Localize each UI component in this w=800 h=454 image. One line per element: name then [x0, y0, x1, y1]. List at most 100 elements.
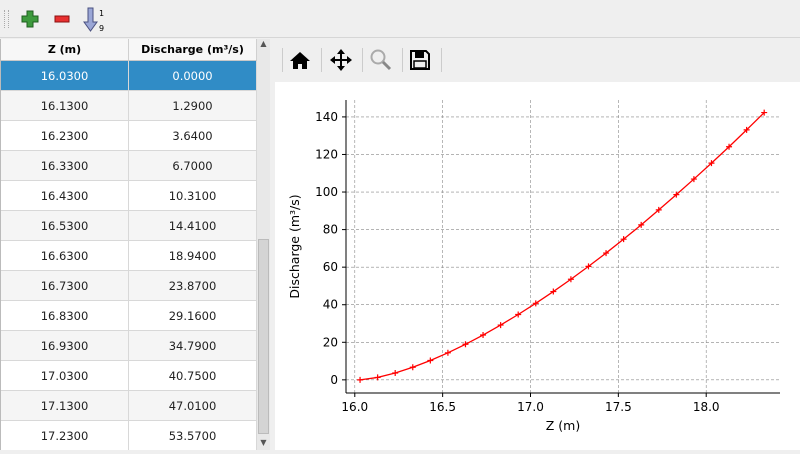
table-row[interactable]: 16.0300 0.0000	[1, 61, 257, 91]
z-cell[interactable]: 16.0300	[1, 61, 129, 90]
remove-row-button[interactable]	[49, 6, 75, 30]
scroll-up-arrow[interactable]: ▲	[260, 39, 267, 48]
y-tick-label: 40	[323, 298, 338, 312]
table-row[interactable]: 16.6300 18.9400	[1, 241, 257, 271]
data-point	[497, 322, 504, 329]
discharge-cell[interactable]: 1.2900	[129, 91, 257, 120]
discharge-cell[interactable]: 29.1600	[129, 301, 257, 330]
z-cell[interactable]: 16.1300	[1, 91, 129, 120]
column-header-discharge[interactable]: Discharge (m³/s)	[129, 39, 257, 60]
x-tick-label: 17.0	[517, 400, 544, 414]
table-row[interactable]: 17.2300 53.5700	[1, 421, 257, 450]
discharge-cell[interactable]: 3.6400	[129, 121, 257, 150]
table-row[interactable]: 16.3300 6.7000	[1, 151, 257, 181]
toolbar-grip[interactable]	[4, 10, 9, 28]
data-point	[462, 341, 469, 348]
data-point	[655, 206, 662, 213]
data-point	[532, 300, 539, 307]
home-icon	[290, 52, 310, 69]
data-point	[620, 236, 627, 243]
data-point	[673, 191, 680, 198]
table-scrollbar[interactable]: ▲ ▼	[257, 39, 270, 450]
scrollbar-thumb[interactable]	[258, 239, 269, 434]
zoom-icon	[370, 49, 392, 71]
data-point	[726, 143, 733, 150]
discharge-cell[interactable]: 34.7900	[129, 331, 257, 360]
table-row[interactable]: 16.5300 14.4100	[1, 211, 257, 241]
y-tick-label: 0	[330, 373, 338, 387]
save-button[interactable]	[405, 46, 435, 74]
discharge-cell[interactable]: 23.8700	[129, 271, 257, 300]
data-point	[761, 109, 768, 116]
discharge-cell[interactable]: 14.4100	[129, 211, 257, 240]
data-point	[427, 357, 434, 364]
table-row[interactable]: 16.4300 10.3100	[1, 181, 257, 211]
z-cell[interactable]: 17.2300	[1, 421, 129, 450]
x-tick-label: 18.0	[693, 400, 720, 414]
y-tick-label: 120	[315, 147, 338, 161]
series-line	[359, 112, 765, 381]
data-point	[708, 160, 715, 167]
discharge-cell[interactable]: 40.7500	[129, 361, 257, 390]
plot-canvas: 16.0 16.5 17.0 17.5 18.0 0 20 40 60 80 100 120 140 Z …	[275, 82, 800, 450]
z-cell[interactable]: 16.3300	[1, 151, 129, 180]
table-row[interactable]: 17.0300 40.7500	[1, 361, 257, 391]
data-point	[444, 349, 451, 356]
data-point	[743, 126, 750, 133]
x-tick-label: 17.5	[605, 400, 632, 414]
discharge-cell[interactable]: 6.7000	[129, 151, 257, 180]
pan-icon	[330, 49, 352, 71]
discharge-cell[interactable]: 18.9400	[129, 241, 257, 270]
discharge-table: Z (m) Discharge (m³/s) 16.0300 0.0000 16.1…	[0, 39, 257, 450]
table-row[interactable]: 16.1300 1.2900	[1, 91, 257, 121]
sort-ascending-icon: 19	[83, 7, 104, 33]
data-point	[392, 370, 399, 377]
table-row[interactable]: 16.9300 34.7900	[1, 331, 257, 361]
data-point	[357, 376, 364, 383]
pan-button[interactable]	[326, 46, 356, 74]
save-icon	[410, 50, 430, 70]
z-cell[interactable]: 17.1300	[1, 391, 129, 420]
z-cell[interactable]: 16.2300	[1, 121, 129, 150]
plot-toolbar	[275, 40, 800, 80]
table-row[interactable]: 16.8300 29.1600	[1, 301, 257, 331]
svg-text:1: 1	[99, 9, 104, 18]
data-point	[567, 276, 574, 283]
data-point	[550, 288, 557, 295]
y-tick-label: 80	[323, 223, 338, 237]
data-point	[480, 332, 487, 339]
y-axis-label: Discharge (m³/s)	[287, 194, 302, 298]
x-tick-label: 16.0	[341, 400, 368, 414]
table-row[interactable]: 17.1300 47.0100	[1, 391, 257, 421]
data-point	[690, 176, 697, 183]
discharge-cell[interactable]: 53.5700	[129, 421, 257, 450]
discharge-chart: 16.0 16.5 17.0 17.5 18.0 0 20 40 60 80 100 120 140 Z …	[287, 100, 780, 433]
scroll-down-arrow[interactable]: ▼	[260, 438, 267, 447]
data-point	[603, 250, 610, 257]
discharge-cell[interactable]: 10.3100	[129, 181, 257, 210]
z-cell[interactable]: 16.9300	[1, 331, 129, 360]
column-header-z[interactable]: Z (m)	[1, 39, 129, 60]
z-cell[interactable]: 16.7300	[1, 271, 129, 300]
z-cell[interactable]: 16.4300	[1, 181, 129, 210]
data-point	[585, 263, 592, 270]
data-point	[515, 311, 522, 318]
add-row-button[interactable]	[17, 6, 43, 30]
y-tick-label: 140	[315, 110, 338, 124]
table-header: Z (m) Discharge (m³/s)	[1, 39, 257, 61]
discharge-cell[interactable]: 47.0100	[129, 391, 257, 420]
table-row[interactable]: 16.7300 23.8700	[1, 271, 257, 301]
data-point	[409, 364, 416, 371]
discharge-cell[interactable]: 0.0000	[129, 61, 257, 90]
zoom-button[interactable]	[366, 46, 396, 74]
z-cell[interactable]: 17.0300	[1, 361, 129, 390]
table-row[interactable]: 16.2300 3.6400	[1, 121, 257, 151]
z-cell[interactable]: 16.8300	[1, 301, 129, 330]
z-cell[interactable]: 16.5300	[1, 211, 129, 240]
z-cell[interactable]: 16.6300	[1, 241, 129, 270]
y-tick-label: 100	[315, 185, 338, 199]
home-button[interactable]	[285, 46, 315, 74]
remove-row-icon	[54, 15, 70, 23]
